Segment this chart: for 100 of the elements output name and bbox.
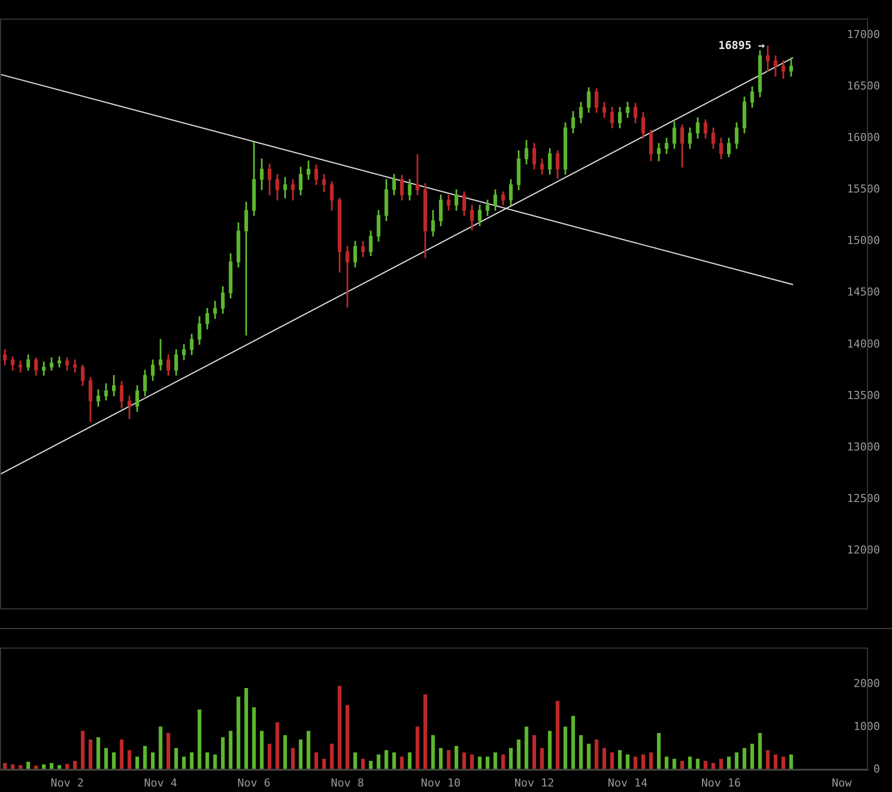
bar <box>438 748 443 770</box>
bar <box>392 752 396 770</box>
x-tick-label: Nov 8 <box>330 776 364 790</box>
x-tick-label: Nov 4 <box>144 776 178 790</box>
y-tick-label: 0 <box>873 762 880 776</box>
bar <box>462 752 466 770</box>
bar <box>306 730 310 770</box>
x-tick-label: Nov 6 <box>237 776 271 790</box>
y-tick-label: 14000 <box>846 337 880 350</box>
bar <box>80 730 85 770</box>
y-tick-label: 14500 <box>846 286 880 299</box>
bar <box>649 752 653 770</box>
bar <box>579 735 583 770</box>
bar <box>198 709 202 770</box>
y-tick-label: 13000 <box>846 440 880 454</box>
bar <box>182 756 186 770</box>
bar <box>548 730 552 770</box>
bar <box>338 686 342 770</box>
bar <box>602 748 606 770</box>
bar <box>150 752 155 770</box>
bar <box>641 754 646 770</box>
bar <box>96 737 100 770</box>
bar <box>361 758 365 770</box>
bar <box>719 758 723 770</box>
bar <box>431 735 435 770</box>
bar <box>73 760 77 770</box>
bar <box>376 754 380 770</box>
bar <box>704 760 708 770</box>
bar <box>346 705 350 770</box>
bar <box>524 726 528 770</box>
bar <box>135 756 140 770</box>
bar <box>540 748 544 770</box>
bar <box>353 752 358 770</box>
bar <box>128 750 132 770</box>
y-tick-label: 15000 <box>846 234 880 248</box>
bar <box>470 754 474 770</box>
bar <box>501 754 505 770</box>
x-tick-label: Nov 12 <box>514 776 554 790</box>
bar <box>50 763 54 770</box>
bar <box>112 752 116 770</box>
bar <box>260 730 264 770</box>
bar <box>509 748 513 770</box>
bar <box>594 739 598 770</box>
bar <box>276 722 280 770</box>
bar <box>571 716 575 770</box>
bar <box>478 756 482 770</box>
bar <box>252 707 256 770</box>
bar <box>789 754 793 770</box>
bar <box>228 730 232 770</box>
bar <box>758 733 762 770</box>
y-tick-label: 15500 <box>846 182 880 196</box>
y-tick-label: 12000 <box>846 543 880 556</box>
bar <box>236 696 240 770</box>
bar <box>782 756 786 770</box>
bar <box>626 754 630 770</box>
bar <box>516 739 520 770</box>
bar <box>158 726 162 770</box>
y-tick-label: 2000 <box>854 676 880 690</box>
x-tick-label: Nov 10 <box>420 776 461 790</box>
bar <box>205 752 210 770</box>
bar <box>564 726 568 770</box>
y-tick-label: 13500 <box>846 388 880 402</box>
bar <box>166 733 170 770</box>
bar <box>221 737 225 770</box>
bar <box>486 756 490 770</box>
bar <box>143 746 147 770</box>
bar <box>766 750 770 770</box>
bar <box>556 700 560 770</box>
bar <box>104 748 108 770</box>
x-tick-label: Now <box>832 776 852 790</box>
bar <box>610 752 614 770</box>
bar <box>423 694 428 770</box>
bar <box>634 756 638 770</box>
y-tick-label: 16000 <box>846 131 880 144</box>
bar <box>656 733 661 770</box>
bar <box>190 752 194 770</box>
annotation: 16895 → <box>718 38 766 52</box>
bar <box>493 752 498 770</box>
bar <box>416 726 420 770</box>
bar <box>244 688 248 770</box>
bar <box>400 756 404 770</box>
y-tick-label: 17000 <box>846 28 880 41</box>
bar <box>330 744 334 770</box>
bar <box>688 756 692 770</box>
bar <box>727 756 731 770</box>
bar <box>532 735 536 770</box>
bar <box>408 752 412 770</box>
bar <box>291 748 295 770</box>
x-tick-label: Nov 2 <box>50 776 84 790</box>
bar <box>774 754 778 770</box>
bar <box>268 744 272 770</box>
bar <box>734 752 738 770</box>
bar <box>454 746 458 770</box>
x-tick-label: Nov 14 <box>608 776 648 790</box>
bar <box>18 765 22 770</box>
bar <box>384 750 388 770</box>
y-tick-label: 12500 <box>846 492 880 505</box>
y-tick-label: 16500 <box>846 80 880 93</box>
bar <box>586 744 591 770</box>
bar <box>664 756 668 770</box>
